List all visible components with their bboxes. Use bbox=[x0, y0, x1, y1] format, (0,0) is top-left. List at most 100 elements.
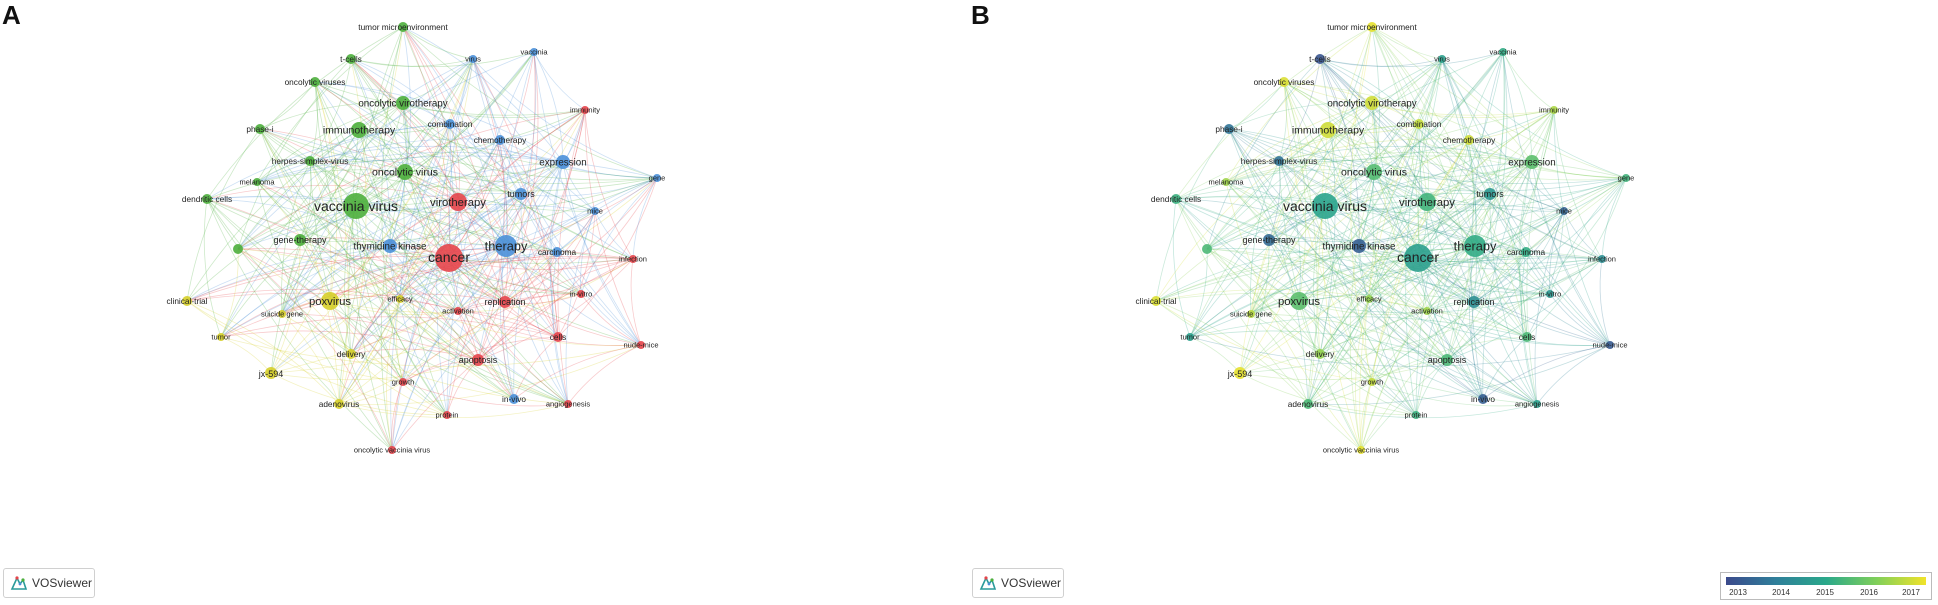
keyword-label[interactable]: activation bbox=[1411, 307, 1443, 316]
keyword-node[interactable] bbox=[1598, 255, 1606, 263]
keyword-label[interactable]: in-vivo bbox=[502, 394, 526, 404]
keyword-node[interactable] bbox=[1438, 55, 1446, 63]
keyword-node[interactable] bbox=[305, 156, 315, 166]
keyword-label[interactable]: thymidine kinase bbox=[354, 241, 428, 252]
keyword-label[interactable]: chemotherapy bbox=[1443, 135, 1496, 145]
keyword-node[interactable] bbox=[1546, 290, 1554, 298]
keyword-label[interactable]: phase-i bbox=[246, 124, 273, 134]
keyword-node[interactable] bbox=[255, 124, 265, 134]
network-map-overlay[interactable]: cancer vaccinia virus therapy virotherapy po… bbox=[969, 0, 1938, 605]
keyword-node[interactable] bbox=[1224, 124, 1234, 134]
keyword-node[interactable] bbox=[1312, 193, 1338, 219]
keyword-label[interactable]: angiogenesis bbox=[546, 400, 590, 409]
keyword-node[interactable] bbox=[1560, 207, 1568, 215]
keyword-node[interactable] bbox=[278, 310, 286, 318]
keyword-label[interactable]: apoptosis bbox=[459, 355, 498, 365]
keyword-label[interactable]: protein bbox=[436, 411, 459, 420]
keyword-node[interactable] bbox=[1412, 411, 1420, 419]
keyword-node[interactable] bbox=[383, 239, 397, 253]
keyword-node[interactable] bbox=[454, 307, 462, 315]
keyword-node[interactable] bbox=[1367, 22, 1377, 32]
keyword-node[interactable] bbox=[1468, 296, 1480, 308]
keyword-node[interactable] bbox=[1365, 295, 1373, 303]
keyword-node[interactable] bbox=[1522, 332, 1532, 342]
keyword-label[interactable]: melanoma bbox=[1208, 178, 1244, 187]
keyword-label[interactable]: cells bbox=[550, 332, 567, 342]
keyword-node[interactable] bbox=[1315, 349, 1325, 359]
keyword-label[interactable]: oncolytic vaccinia virus bbox=[354, 446, 431, 455]
keyword-node[interactable] bbox=[1263, 234, 1275, 246]
keyword-label[interactable]: immunotherapy bbox=[1292, 125, 1365, 137]
keyword-label[interactable]: nude-mice bbox=[1592, 341, 1627, 350]
keyword-node[interactable] bbox=[1171, 194, 1181, 204]
keyword-label[interactable]: efficacy bbox=[1356, 295, 1382, 304]
keyword-node[interactable] bbox=[443, 411, 451, 419]
keyword-node[interactable] bbox=[435, 244, 463, 272]
keyword-label[interactable]: replication bbox=[1453, 297, 1494, 307]
keyword-node[interactable] bbox=[509, 394, 519, 404]
keyword-node[interactable] bbox=[1550, 106, 1558, 114]
keyword-label[interactable]: cancer bbox=[428, 249, 470, 265]
keyword-label[interactable]: tumors bbox=[1476, 189, 1504, 199]
keyword-label[interactable]: oncolytic virotherapy bbox=[1327, 98, 1416, 109]
keyword-node[interactable] bbox=[449, 193, 467, 211]
keyword-label[interactable]: adenovirus bbox=[1288, 399, 1329, 409]
keyword-label[interactable]: gene bbox=[649, 174, 666, 183]
keyword-node[interactable] bbox=[1525, 155, 1539, 169]
keyword-node[interactable] bbox=[1423, 307, 1431, 315]
keyword-label[interactable]: carcinoma bbox=[1507, 247, 1546, 257]
keyword-node[interactable] bbox=[1414, 119, 1424, 129]
keyword-node[interactable] bbox=[388, 446, 396, 454]
keyword-label[interactable]: combination bbox=[1397, 119, 1442, 129]
keyword-node[interactable] bbox=[499, 296, 511, 308]
keyword-node[interactable] bbox=[653, 174, 661, 182]
keyword-label[interactable]: cells bbox=[1519, 332, 1536, 342]
keyword-label[interactable]: clinical-trial bbox=[166, 296, 207, 306]
keyword-label[interactable]: expression bbox=[539, 157, 586, 168]
keyword-node[interactable] bbox=[233, 244, 243, 254]
keyword-label[interactable]: mice bbox=[1556, 207, 1572, 216]
keyword-label[interactable]: virus bbox=[465, 55, 481, 64]
network-map-cluster[interactable]: cancer vaccinia virus therapy virotherapy po… bbox=[0, 0, 969, 605]
keyword-label[interactable]: growth bbox=[1361, 378, 1384, 387]
keyword-label[interactable]: combination bbox=[428, 119, 473, 129]
keyword-node[interactable] bbox=[1222, 178, 1230, 186]
keyword-node[interactable] bbox=[1274, 156, 1284, 166]
keyword-label[interactable]: therapy bbox=[485, 238, 528, 253]
keyword-label[interactable]: activation bbox=[442, 307, 474, 316]
keyword-node[interactable] bbox=[553, 332, 563, 342]
keyword-node[interactable] bbox=[1290, 292, 1308, 310]
keyword-node[interactable] bbox=[398, 22, 408, 32]
keyword-label[interactable]: melanoma bbox=[239, 178, 275, 187]
keyword-node[interactable] bbox=[351, 122, 367, 138]
keyword-node[interactable] bbox=[1303, 399, 1313, 409]
keyword-node[interactable] bbox=[294, 234, 306, 246]
keyword-label[interactable]: expression bbox=[1508, 157, 1555, 168]
keyword-label[interactable]: suicide gene bbox=[1230, 310, 1272, 319]
keyword-label[interactable]: gene bbox=[1618, 174, 1635, 183]
keyword-label[interactable]: therapy bbox=[1454, 238, 1497, 253]
keyword-label[interactable]: growth bbox=[392, 378, 415, 387]
keyword-label[interactable]: in-vitro bbox=[1539, 290, 1562, 299]
keyword-node[interactable] bbox=[202, 194, 212, 204]
keyword-label[interactable]: clinical-trial bbox=[1135, 296, 1176, 306]
keyword-label[interactable]: vaccinia bbox=[1489, 48, 1517, 57]
keyword-node[interactable] bbox=[1533, 400, 1541, 408]
keyword-label[interactable]: dendritic cells bbox=[1151, 194, 1201, 204]
keyword-label[interactable]: infection bbox=[1588, 255, 1616, 264]
keyword-node[interactable] bbox=[396, 96, 410, 110]
keyword-node[interactable] bbox=[253, 178, 261, 186]
keyword-label[interactable]: cancer bbox=[1397, 249, 1439, 265]
keyword-label[interactable]: vaccinia bbox=[520, 48, 548, 57]
keyword-label[interactable]: tumor bbox=[1180, 333, 1200, 342]
keyword-label[interactable]: infection bbox=[619, 255, 647, 264]
vosviewer-badge[interactable]: VOSviewer bbox=[972, 568, 1064, 598]
keyword-node[interactable] bbox=[1234, 367, 1246, 379]
keyword-node[interactable] bbox=[1622, 174, 1630, 182]
keyword-node[interactable] bbox=[334, 399, 344, 409]
keyword-label[interactable]: tumor microenvironment bbox=[1327, 22, 1417, 32]
keyword-node[interactable] bbox=[556, 155, 570, 169]
keyword-node[interactable] bbox=[629, 255, 637, 263]
keyword-label[interactable]: immunity bbox=[570, 106, 600, 115]
keyword-node[interactable] bbox=[469, 55, 477, 63]
